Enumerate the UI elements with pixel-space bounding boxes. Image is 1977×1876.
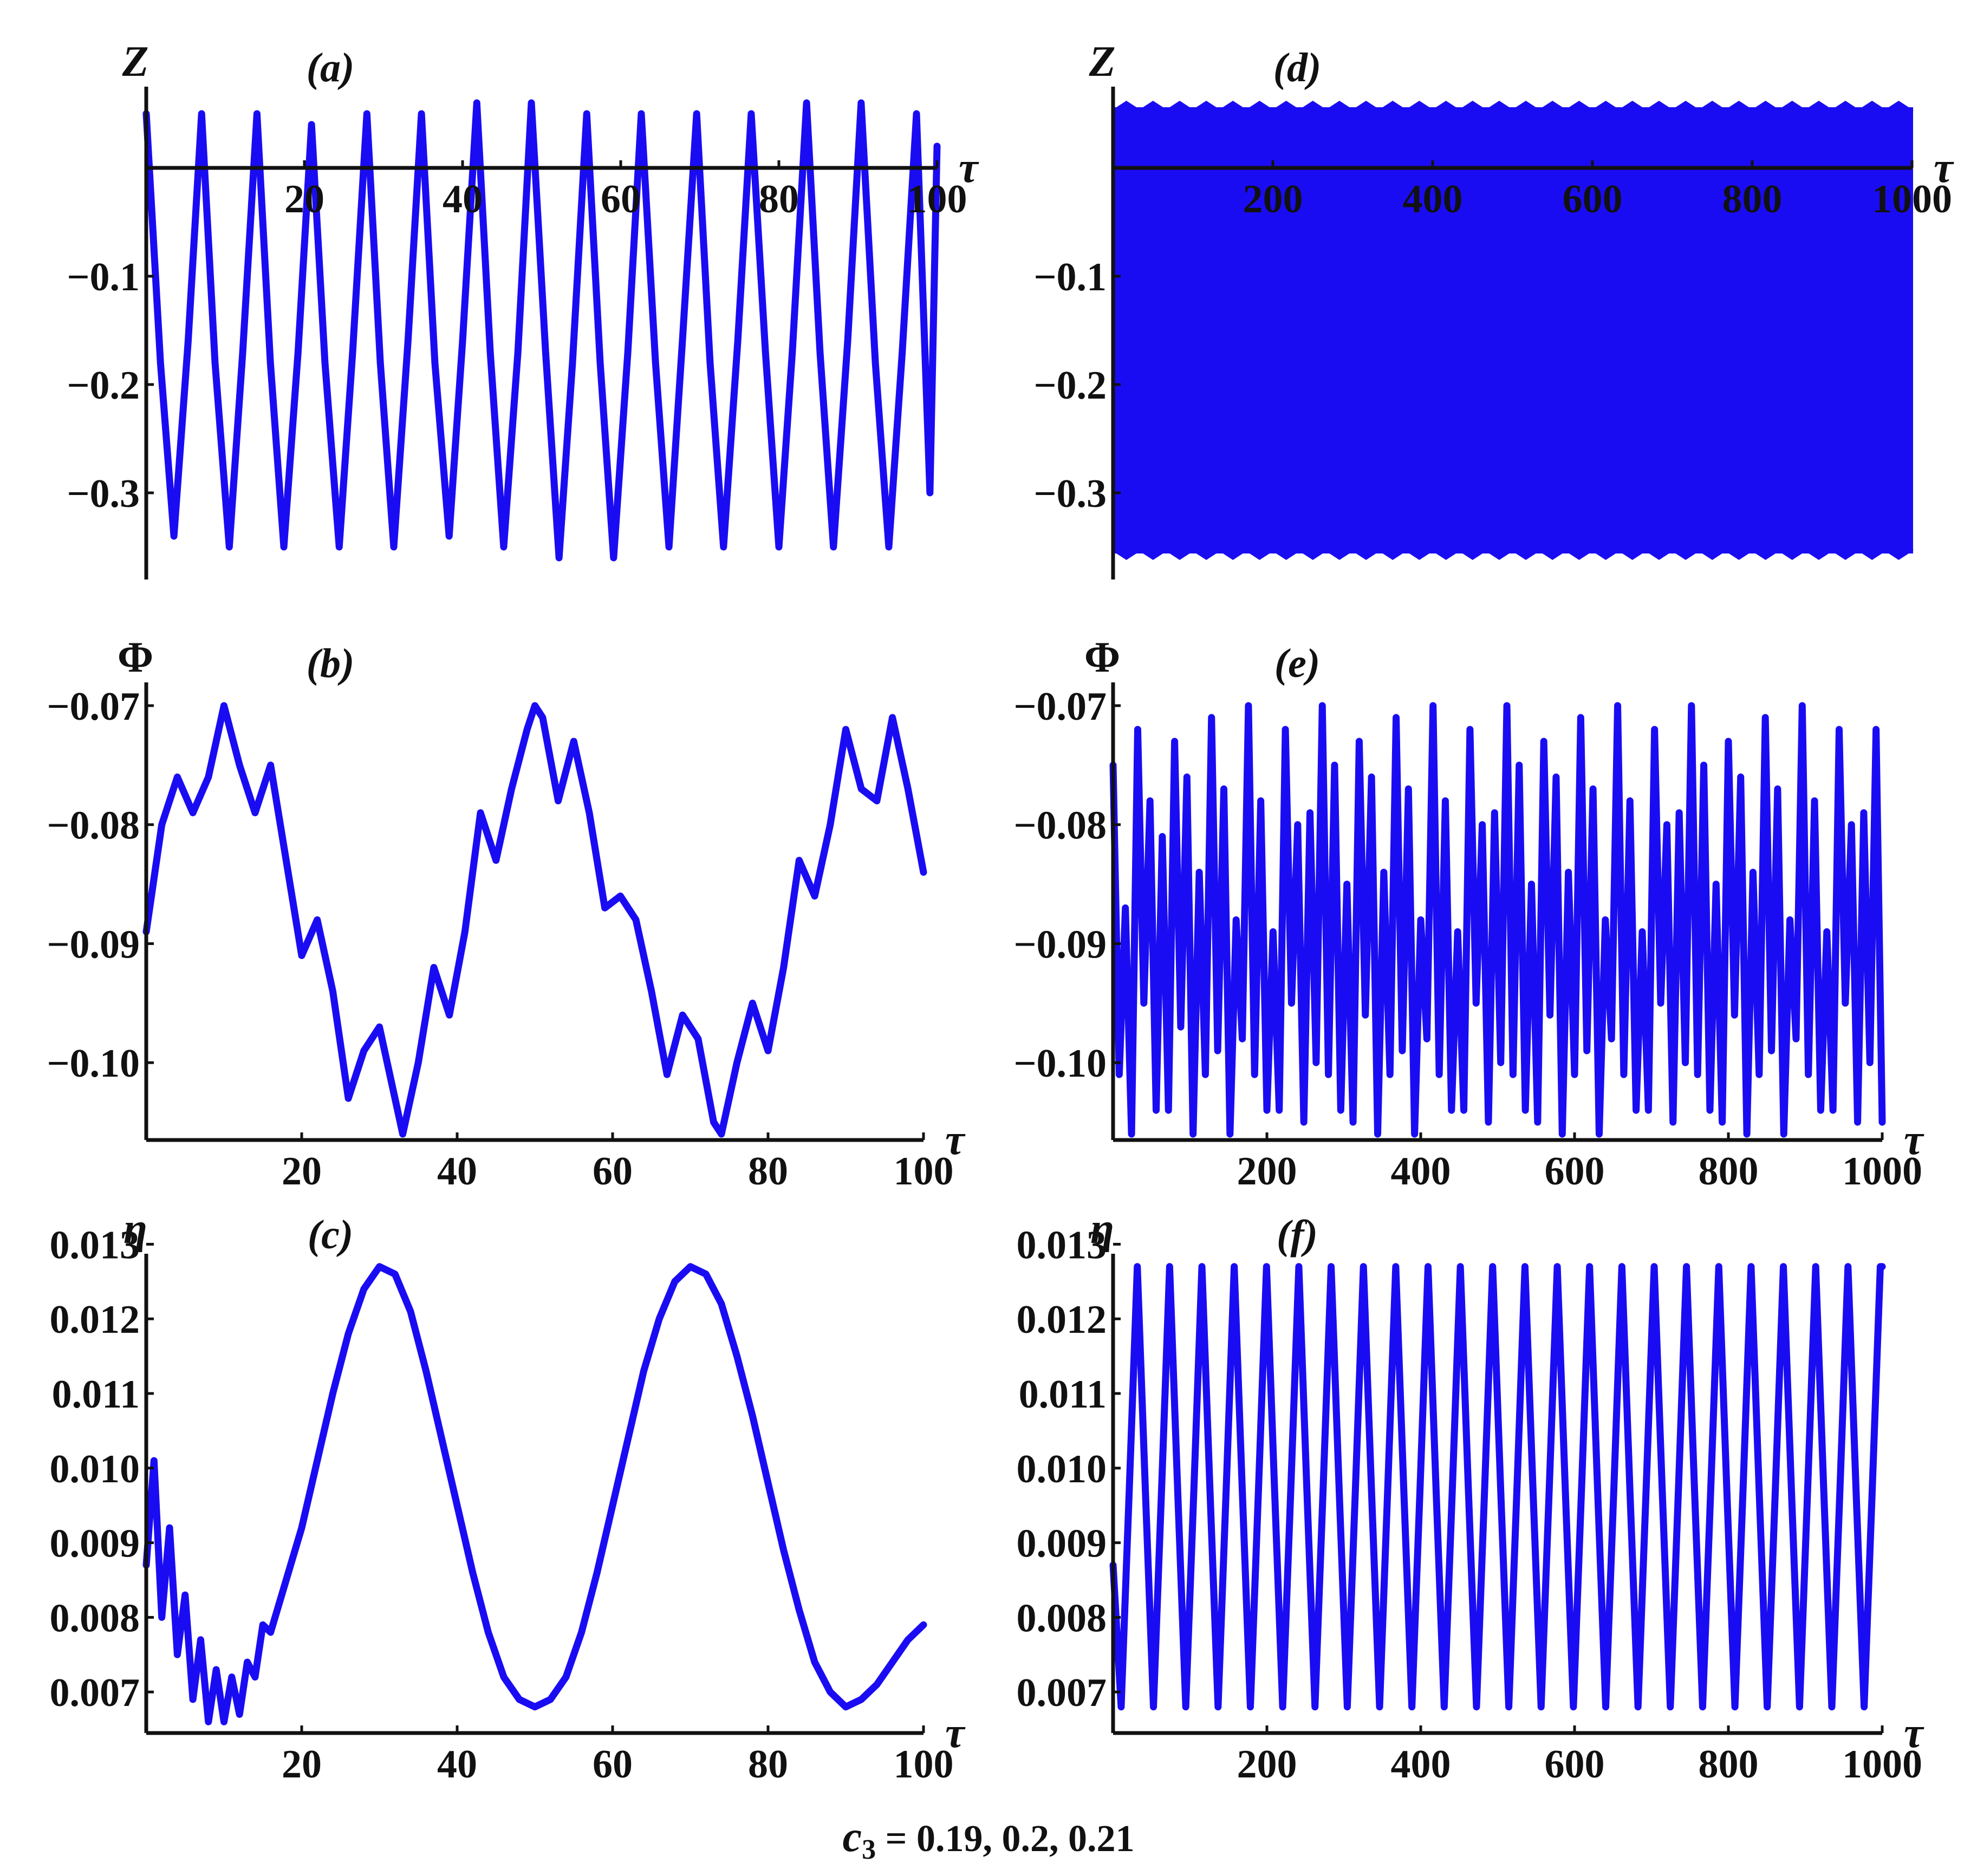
y-tick-label: −0.1 bbox=[67, 255, 140, 299]
y-tick-label: 0.007 bbox=[50, 1671, 140, 1715]
y-tick-label: −0.10 bbox=[47, 1041, 140, 1086]
x-tick-label: 1000 bbox=[1842, 1742, 1922, 1787]
chart-panel-3: 20 40 60 80 100 0.013 0.012 0.011 0.010 0.009 0.00… bbox=[50, 1205, 966, 1787]
y-tick-label: −0.2 bbox=[1033, 363, 1107, 408]
x-tick-label: 60 bbox=[593, 1742, 633, 1787]
chart-panel-4: 200 400 600 800 1000 −0.1 −0.2 −0.3 Zτ (d) bbox=[1033, 38, 1954, 579]
x-tick-label: 100 bbox=[907, 177, 967, 222]
x-tick-label: 100 bbox=[894, 1149, 954, 1194]
x-tick-label: 20 bbox=[284, 177, 324, 222]
y-tick-label: 0.008 bbox=[1017, 1596, 1107, 1640]
chart-panel-5: 200 400 600 800 1000 −0.07 −0.08 −0.09 −0.10 Φτ (e… bbox=[1013, 634, 1924, 1194]
y-tick-label: −0.08 bbox=[1013, 804, 1107, 848]
x-axis-name: τ bbox=[959, 144, 979, 192]
figure-caption: c3 = 0.19, 0.2, 0.21 bbox=[843, 1813, 1135, 1865]
y-axis-name: Z bbox=[1089, 38, 1116, 86]
y-tick-label: −0.10 bbox=[1013, 1041, 1107, 1086]
y-tick-label: −0.1 bbox=[1033, 255, 1107, 299]
y-tick-label: 0.012 bbox=[50, 1298, 140, 1342]
y-tick-label: 0.013 bbox=[50, 1223, 140, 1267]
y-tick-label: 0.011 bbox=[1019, 1372, 1107, 1417]
panel-label: (c) bbox=[308, 1212, 353, 1258]
y-tick-label: 0.010 bbox=[50, 1447, 140, 1491]
y-axis-name: Φ bbox=[118, 634, 153, 681]
series-line-1 bbox=[1109, 1263, 1886, 1711]
x-tick-label: 600 bbox=[1563, 177, 1623, 222]
x-tick-label: 100 bbox=[894, 1742, 954, 1787]
y-tick-label: −0.09 bbox=[47, 922, 140, 967]
x-tick-label: 80 bbox=[759, 177, 799, 222]
series-line-1 bbox=[1109, 702, 1886, 1138]
x-tick-label: 200 bbox=[1237, 1742, 1297, 1787]
series-band-top-edge bbox=[1111, 101, 1914, 116]
y-axis-name: Φ bbox=[1084, 634, 1120, 681]
y-tick-label: −0.3 bbox=[1033, 472, 1107, 516]
y-tick-label: −0.08 bbox=[47, 804, 140, 848]
series-band-1 bbox=[1112, 107, 1913, 553]
x-tick-label: 80 bbox=[748, 1742, 788, 1787]
x-tick-label: 60 bbox=[593, 1149, 633, 1194]
x-tick-label: 40 bbox=[443, 177, 483, 222]
x-tick-label: 40 bbox=[437, 1742, 477, 1787]
x-tick-label: 600 bbox=[1545, 1149, 1605, 1194]
y-tick-label: 0.012 bbox=[1017, 1298, 1107, 1342]
caption-variable: c bbox=[843, 1813, 862, 1861]
panel-label: (f) bbox=[1277, 1212, 1318, 1258]
x-axis-name: τ bbox=[945, 1116, 966, 1164]
x-tick-label: 1000 bbox=[1842, 1149, 1922, 1194]
x-tick-label: 800 bbox=[1699, 1149, 1759, 1194]
caption-values: = 0.19, 0.2, 0.21 bbox=[876, 1818, 1134, 1860]
series-line-1 bbox=[142, 99, 941, 562]
x-axis-name: τ bbox=[945, 1709, 966, 1757]
y-tick-label: 0.010 bbox=[1017, 1447, 1107, 1491]
x-tick-label: 1000 bbox=[1872, 177, 1952, 222]
x-tick-label: 60 bbox=[601, 177, 641, 222]
chart-panel-1: 20 40 60 80 100 −0.1 −0.2 −0.3 Zτ (a) bbox=[67, 38, 979, 579]
x-axis-name: τ bbox=[1904, 1709, 1924, 1757]
series-line-1 bbox=[142, 702, 927, 1138]
y-axis-name: η bbox=[1090, 1205, 1114, 1253]
series-band-bottom-edge bbox=[1111, 545, 1914, 560]
x-tick-label: 800 bbox=[1722, 177, 1783, 222]
y-tick-label: −0.09 bbox=[1013, 922, 1107, 967]
series-line-1 bbox=[142, 1263, 927, 1725]
x-tick-label: 400 bbox=[1403, 177, 1463, 222]
x-axis-name: τ bbox=[1904, 1116, 1924, 1164]
x-axis-name: τ bbox=[1934, 144, 1954, 192]
panel-label: (a) bbox=[307, 45, 355, 90]
x-tick-label: 80 bbox=[748, 1149, 788, 1194]
y-tick-label: 0.008 bbox=[50, 1596, 140, 1640]
x-tick-label: 600 bbox=[1545, 1742, 1605, 1787]
x-tick-label: 400 bbox=[1391, 1149, 1451, 1194]
panel-label: (e) bbox=[1274, 641, 1320, 686]
x-tick-label: 200 bbox=[1237, 1149, 1297, 1194]
x-tick-label: 200 bbox=[1243, 177, 1303, 222]
x-tick-label: 40 bbox=[437, 1149, 477, 1194]
y-tick-label: 0.009 bbox=[50, 1522, 140, 1566]
panel-label: (b) bbox=[307, 641, 355, 686]
chart-panel-2: 20 40 60 80 100 −0.07 −0.08 −0.09 −0.10 Φτ (b) bbox=[47, 634, 966, 1194]
y-tick-label: 0.007 bbox=[1017, 1671, 1107, 1715]
x-tick-label: 20 bbox=[282, 1149, 322, 1194]
y-tick-label: −0.07 bbox=[47, 685, 140, 729]
x-tick-label: 20 bbox=[282, 1742, 322, 1787]
y-axis-name: Z bbox=[122, 38, 149, 86]
x-tick-label: 800 bbox=[1699, 1742, 1759, 1787]
panel-label: (d) bbox=[1273, 45, 1322, 90]
y-tick-label: −0.2 bbox=[67, 363, 140, 408]
caption-subscript: 3 bbox=[862, 1834, 876, 1865]
x-tick-label: 400 bbox=[1391, 1742, 1451, 1787]
y-tick-label: 0.009 bbox=[1017, 1522, 1107, 1566]
y-tick-label: −0.3 bbox=[67, 472, 140, 516]
chart-panel-6: 200 400 600 800 1000 0.013 0.012 0.011 0.010 0.00… bbox=[1017, 1205, 1925, 1787]
y-tick-label: −0.07 bbox=[1013, 685, 1107, 729]
y-tick-label: 0.013 bbox=[1017, 1223, 1107, 1267]
y-axis-name: η bbox=[123, 1205, 147, 1253]
y-tick-label: 0.011 bbox=[52, 1372, 140, 1417]
panels-layer: 20 40 60 80 100 −0.1 −0.2 −0.3 Zτ (a) 20 40 60 80 100 −… bbox=[47, 38, 1954, 1787]
